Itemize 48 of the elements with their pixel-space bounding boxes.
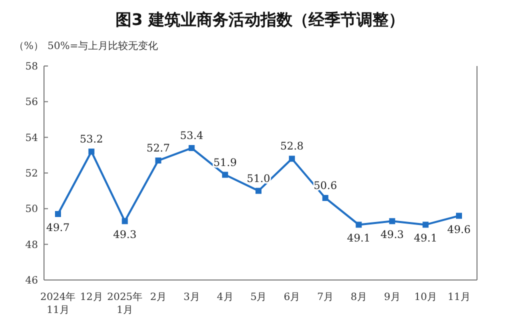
- x-tick-label: 10月: [414, 292, 437, 303]
- point: [356, 222, 362, 228]
- x-tick-label: 7月: [317, 292, 334, 303]
- point: [155, 158, 162, 164]
- y-tick-label: 56: [25, 97, 38, 108]
- data-label: 51.0: [246, 172, 270, 185]
- point: [322, 194, 328, 201]
- y-tick-label: 48: [25, 240, 38, 251]
- y-tick-label: 52: [25, 168, 38, 180]
- y-tick-label: 58: [25, 62, 38, 73]
- x-tick-label: 6月: [284, 292, 300, 303]
- point: [222, 172, 228, 178]
- data-label: 49.3: [380, 229, 404, 242]
- point: [188, 145, 195, 152]
- x-tick-label: 2024年 11月: [40, 291, 76, 316]
- data-label: 49.7: [46, 222, 70, 234]
- data-label: 49.3: [113, 229, 137, 242]
- x-tick-label: 5月: [250, 292, 267, 303]
- x-tick-label: 12月: [80, 292, 103, 303]
- point: [256, 188, 262, 194]
- x-tick-label: 4月: [216, 292, 234, 303]
- x-tick-label: 9月: [384, 292, 400, 303]
- data-label: 52.8: [280, 140, 304, 153]
- point: [88, 148, 94, 155]
- point: [122, 218, 128, 224]
- point: [288, 156, 295, 162]
- data-label: 49.1: [414, 232, 438, 245]
- point: [456, 212, 462, 219]
- point: [389, 218, 396, 224]
- x-tick-label: 2025年 1月: [107, 291, 143, 316]
- data-label: 51.9: [213, 156, 237, 169]
- data-label: 53.2: [80, 134, 104, 146]
- data-label: 49.1: [347, 232, 370, 245]
- x-tick-label: 2月: [150, 292, 166, 303]
- data-label: 52.7: [146, 142, 170, 155]
- x-tick-label: 11月: [448, 292, 470, 303]
- text: 50%=与上月比较无变化: [48, 41, 158, 52]
- data-label: 53.4: [180, 130, 204, 142]
- point: [422, 222, 429, 228]
- chart-title: 图3 建筑业商务活动指数（经季节调整）: [114, 10, 406, 31]
- y-tick-label: 46: [25, 276, 38, 287]
- x-tick-label: 8月: [350, 292, 367, 303]
- x-tick-label: 3月: [183, 292, 200, 303]
- text: （%）: [14, 41, 44, 52]
- data-label: 49.6: [447, 224, 472, 236]
- point: [55, 211, 61, 218]
- y-tick-label: 54: [25, 132, 38, 144]
- y-tick-label: 50: [25, 204, 38, 216]
